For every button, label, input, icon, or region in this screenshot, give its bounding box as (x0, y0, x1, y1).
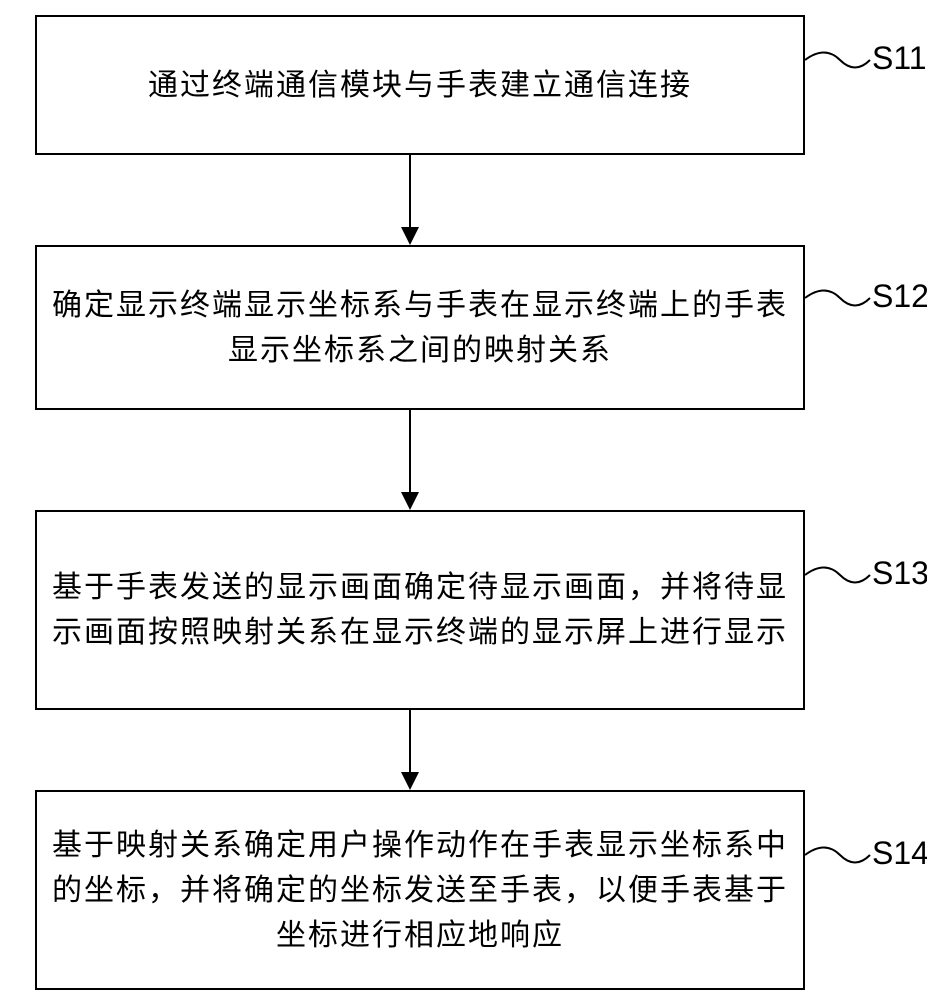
step-label-s14: S14 (872, 835, 927, 872)
arrow-2 (395, 410, 425, 512)
step-text-s14: 基于映射关系确定用户操作动作在手表显示坐标系中的坐标，并将确定的坐标发送至手表，… (37, 823, 803, 958)
step-text-s12: 确定显示终端显示坐标系与手表在显示终端上的手表显示坐标系之间的映射关系 (37, 283, 803, 373)
step-box-s12: 确定显示终端显示坐标系与手表在显示终端上的手表显示坐标系之间的映射关系 (35, 245, 805, 410)
arrow-3 (395, 710, 425, 792)
lead-line-s13 (805, 555, 875, 605)
step-text-s11: 通过终端通信模块与手表建立通信连接 (138, 63, 702, 108)
lead-line-s14 (805, 835, 875, 885)
step-label-s12: S12 (872, 278, 927, 315)
lead-line-s11 (805, 40, 875, 90)
lead-line-s12 (805, 278, 875, 328)
step-label-s11: S11 (872, 40, 927, 77)
step-text-s13: 基于手表发送的显示画面确定待显示画面，并将待显示画面按照映射关系在显示终端的显示… (37, 565, 803, 655)
flowchart-container: 通过终端通信模块与手表建立通信连接 S11 确定显示终端显示坐标系与手表在显示终… (0, 0, 927, 1000)
step-box-s11: 通过终端通信模块与手表建立通信连接 (35, 15, 805, 155)
step-label-s13: S13 (872, 555, 927, 592)
step-box-s13: 基于手表发送的显示画面确定待显示画面，并将待显示画面按照映射关系在显示终端的显示… (35, 510, 805, 710)
arrow-1 (395, 155, 425, 247)
step-box-s14: 基于映射关系确定用户操作动作在手表显示坐标系中的坐标，并将确定的坐标发送至手表，… (35, 790, 805, 990)
